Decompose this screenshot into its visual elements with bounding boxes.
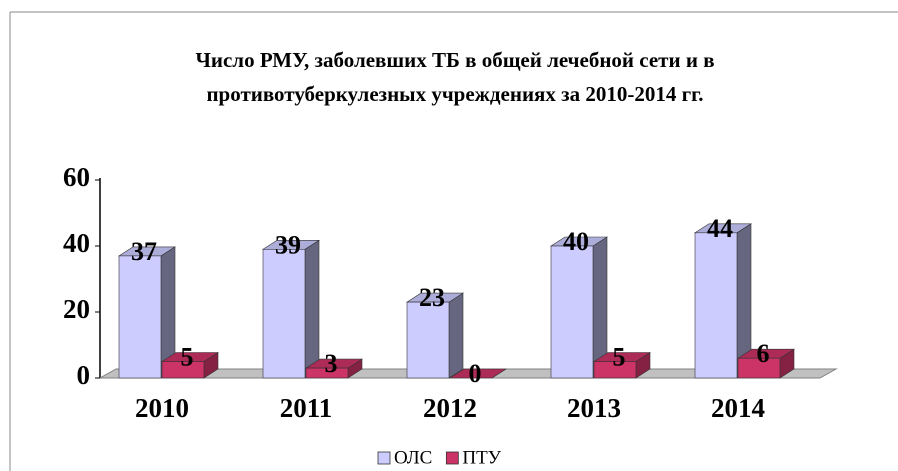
bar <box>737 357 781 379</box>
y-tick-label: 0 <box>77 360 91 390</box>
legend-label: ПТУ <box>462 447 501 468</box>
y-tick-label: 20 <box>63 294 90 324</box>
x-tick-label: 2013 <box>567 393 621 423</box>
bar-side <box>448 292 464 379</box>
data-label: 5 <box>613 342 626 371</box>
data-label: 23 <box>419 283 445 312</box>
bar <box>593 361 637 379</box>
y-tick-label: 60 <box>63 162 90 192</box>
chart-title: Число РМУ, заболевших ТБ в общей лечебно… <box>195 48 714 72</box>
data-label: 0 <box>469 359 482 388</box>
bar-top <box>448 368 508 379</box>
bar <box>305 367 349 379</box>
data-label: 6 <box>757 339 770 368</box>
bar <box>550 245 594 379</box>
bar <box>118 255 162 379</box>
data-label: 3 <box>325 349 338 378</box>
legend-swatch <box>445 451 459 465</box>
x-tick-label: 2014 <box>711 393 765 423</box>
bar <box>694 232 738 379</box>
chart-title: противотуберкулезных учреждениях за 2010… <box>206 82 703 106</box>
data-label: 40 <box>563 227 589 256</box>
data-label: 5 <box>181 342 194 371</box>
x-tick-label: 2012 <box>423 393 477 423</box>
legend-label: ОЛС <box>394 447 432 468</box>
legend-swatch <box>377 451 391 465</box>
data-label: 39 <box>275 230 301 259</box>
bar <box>406 301 450 379</box>
bar <box>161 361 205 379</box>
data-label: 37 <box>131 237 157 266</box>
bar <box>262 249 306 379</box>
data-label: 44 <box>707 214 733 243</box>
x-tick-label: 2010 <box>135 393 189 423</box>
y-tick-label: 40 <box>63 228 90 258</box>
x-tick-label: 2011 <box>280 393 333 423</box>
bar-side <box>304 239 320 379</box>
